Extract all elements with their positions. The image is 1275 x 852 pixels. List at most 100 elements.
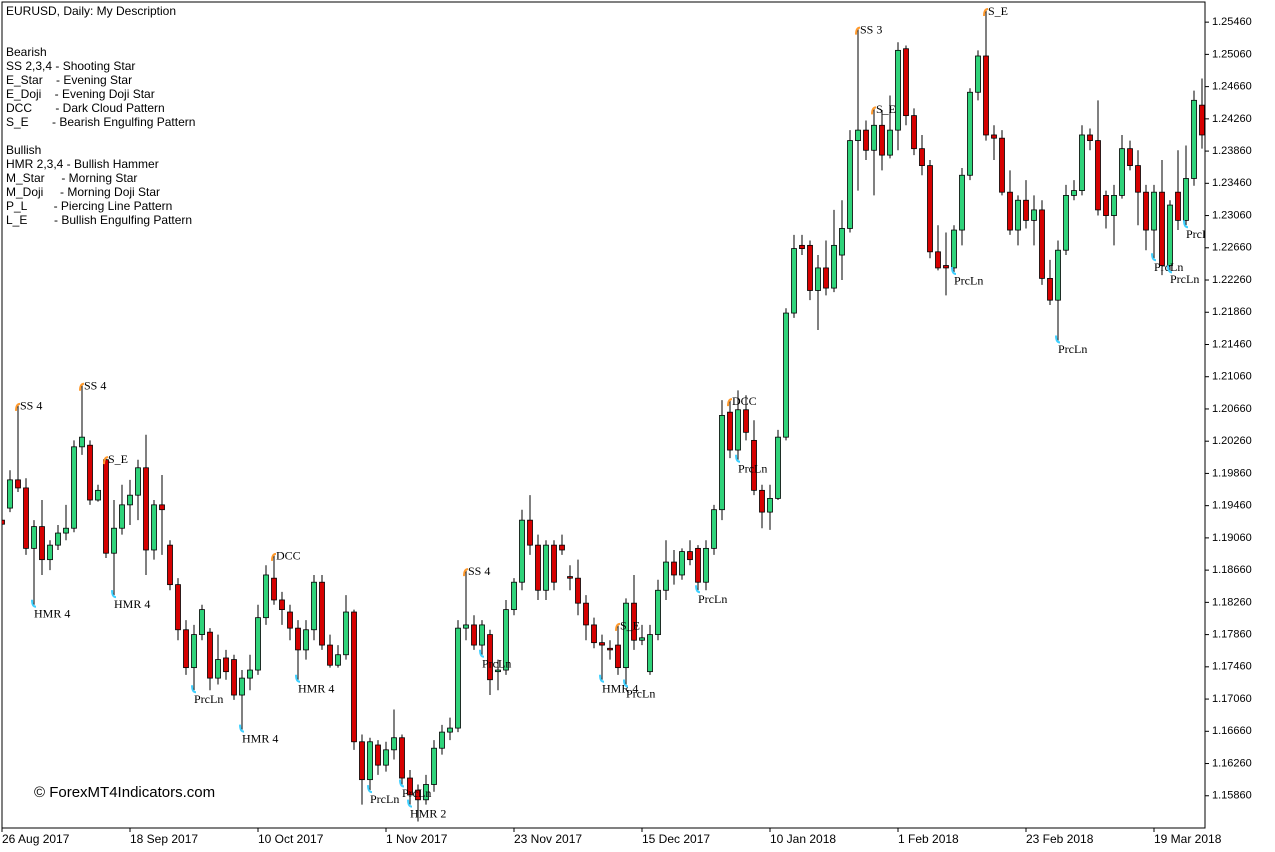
watermark: © ForexMT4Indicators.com: [34, 784, 215, 801]
candle-body: [31, 526, 37, 549]
y-tick-label: 1.17060: [1212, 693, 1252, 705]
x-tick-label: 15 Dec 2017: [642, 832, 710, 846]
pattern-marker: [399, 779, 405, 788]
candle-body: [479, 624, 485, 646]
pattern-marker: [983, 8, 989, 17]
pattern-marker: [599, 674, 605, 683]
candle-body: [367, 741, 373, 781]
candle-body: [55, 532, 61, 546]
candle-body: [375, 744, 381, 766]
candle-body: [359, 741, 365, 781]
candle-body: [39, 526, 45, 561]
pattern-marker: [15, 402, 21, 411]
y-tick-label: 1.22260: [1212, 274, 1252, 286]
candle-body: [927, 165, 933, 253]
candle-body: [447, 727, 453, 733]
pattern-marker: [695, 585, 701, 594]
candle-body: [471, 624, 477, 646]
candle-body: [1039, 209, 1045, 279]
candle-body: [191, 634, 197, 669]
pattern-label: PrcLn: [1186, 227, 1215, 241]
candle-body: [999, 137, 1005, 193]
candle-body: [767, 498, 773, 513]
pattern-label: PrcLn: [698, 592, 727, 606]
candle-body: [1055, 249, 1061, 301]
key-heading: Bearish: [6, 45, 47, 59]
candle-body: [791, 248, 797, 314]
candle-body: [327, 644, 333, 666]
pattern-label: SS 4: [468, 564, 490, 578]
y-tick-label: 1.18660: [1212, 564, 1252, 576]
pattern-label: PrcLn: [626, 686, 655, 700]
pattern-label: S_E: [108, 452, 128, 466]
candle-body: [919, 148, 925, 166]
key-line: S_E - Bearish Engulfing Pattern: [6, 115, 195, 129]
candle-body: [495, 669, 501, 673]
candle-body: [71, 446, 77, 529]
candle-body: [647, 634, 653, 673]
candle-body: [607, 647, 613, 651]
candle-body: [231, 659, 237, 696]
candle-body: [807, 244, 813, 291]
pattern-label: PrcLn: [954, 274, 983, 288]
candle-body: [663, 561, 669, 591]
pattern-marker: [1055, 335, 1061, 344]
y-tick-label: 1.24260: [1212, 113, 1252, 125]
candle-body: [199, 609, 205, 635]
candle-body: [871, 124, 877, 151]
key-line: E_Star - Evening Star: [6, 73, 132, 87]
candle-body: [1071, 190, 1077, 196]
pattern-label: SS 3: [860, 22, 882, 36]
y-tick-label: 1.23460: [1212, 177, 1252, 189]
candle-body: [511, 581, 517, 611]
pattern-label: HMR 4: [602, 681, 638, 695]
candle-body: [223, 657, 229, 673]
key-line: HMR 2,3,4 - Bullish Hammer: [6, 157, 159, 171]
key-line: M_Doji - Morning Doji Star: [6, 185, 160, 199]
candle-body: [263, 574, 269, 619]
candle-body: [151, 504, 157, 551]
pattern-label: PrcLn: [370, 792, 399, 806]
x-tick-label: 10 Jan 2018: [770, 832, 836, 846]
candle-body: [1135, 165, 1141, 193]
candle-body: [487, 634, 493, 681]
pattern-marker: [623, 679, 629, 688]
y-tick-label: 1.24660: [1212, 81, 1252, 93]
candle-body: [623, 602, 629, 669]
candle-body: [1103, 195, 1109, 216]
candle-body: [703, 547, 709, 583]
candle-body: [455, 627, 461, 729]
candle-body: [415, 789, 421, 801]
candle-body: [23, 487, 29, 549]
pattern-marker: [1151, 253, 1157, 262]
y-tick-label: 1.23060: [1212, 209, 1252, 221]
candle-body: [1167, 204, 1173, 266]
x-tick-label: 10 Oct 2017: [258, 832, 324, 846]
candle-body: [751, 439, 757, 491]
candle-body: [319, 581, 325, 646]
candle-body: [951, 229, 957, 269]
candle-body: [1191, 99, 1197, 179]
candle-body: [671, 561, 677, 576]
pattern-marker: [31, 599, 37, 608]
candle-body: [431, 747, 437, 785]
candle-body: [687, 551, 693, 561]
candle-body: [335, 654, 341, 666]
pattern-marker: [463, 568, 469, 577]
candle-body: [1127, 148, 1133, 166]
pattern-label: PrcLn: [738, 461, 767, 475]
y-tick-label: 1.19460: [1212, 500, 1252, 512]
pattern-marker: [103, 456, 109, 465]
candle-body: [943, 265, 949, 269]
pattern-label: PrcLn: [482, 656, 511, 670]
pattern-label: HMR 2: [410, 806, 446, 820]
candle-body: [1183, 178, 1189, 221]
candle-body: [239, 677, 245, 696]
candle-body: [1007, 191, 1013, 231]
candle-body: [887, 129, 893, 156]
candle-body: [15, 479, 21, 489]
candle-body: [567, 576, 573, 579]
candle-body: [727, 411, 733, 451]
pattern-marker: [951, 266, 957, 275]
key-line: L_E - Bullish Engulfing Pattern: [6, 213, 192, 227]
